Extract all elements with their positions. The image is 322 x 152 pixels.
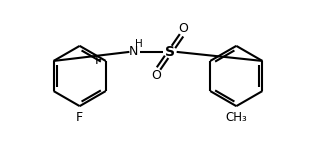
Text: O: O: [179, 22, 188, 35]
Text: H: H: [136, 39, 143, 49]
Text: CH₃: CH₃: [225, 111, 247, 124]
Text: N: N: [129, 45, 138, 58]
Text: F: F: [76, 111, 83, 124]
Text: F: F: [95, 54, 102, 67]
Text: O: O: [152, 69, 161, 82]
Text: S: S: [165, 45, 175, 59]
